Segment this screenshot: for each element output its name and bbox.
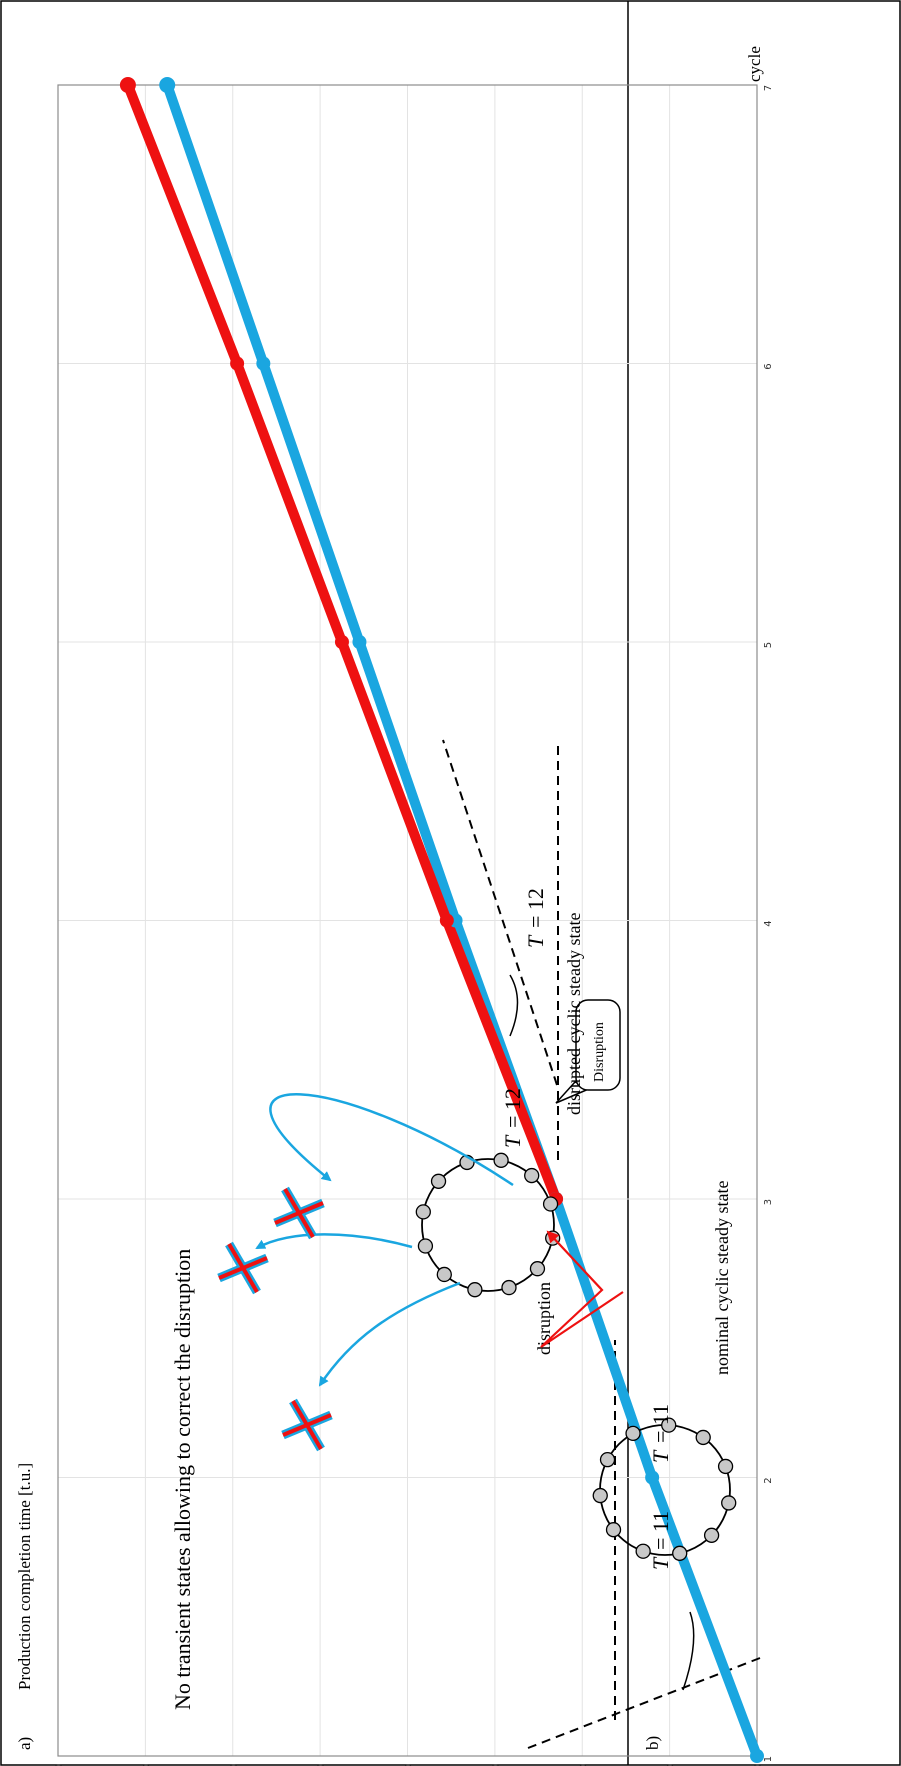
x-axis-title: cycle — [745, 46, 764, 82]
state-node — [417, 1238, 434, 1254]
guide-slope-high — [442, 739, 558, 1086]
x-tick-labels: 1 2 3 4 5 6 7 — [763, 85, 774, 1762]
state-node — [501, 1279, 517, 1296]
disruption-arrow — [540, 1230, 624, 1348]
disruption-callout: Disruption — [555, 999, 621, 1104]
x-tick-label: 2 — [763, 1477, 774, 1483]
x-tick-label: 4 — [763, 920, 774, 926]
label-disrupted: disrupted cyclic steady state — [564, 913, 584, 1115]
y-axis-title: Production completion time [t.u.] — [15, 1463, 34, 1690]
x-tick-label: 1 — [763, 1756, 774, 1762]
state-node — [467, 1282, 483, 1298]
series-point-1 — [119, 77, 136, 93]
y-tick-label: 90 — [54, 1764, 65, 1766]
cross-icon — [281, 1398, 333, 1452]
callout-text: Disruption — [592, 1022, 607, 1082]
chart-grid — [57, 84, 758, 1757]
guide-slope-low — [527, 1657, 761, 1749]
blue-arrow-1 — [318, 1281, 461, 1387]
x-tick-label: 5 — [763, 642, 774, 648]
state-node — [672, 1545, 688, 1561]
y-tick-label: 80 — [141, 1764, 152, 1766]
state-node — [493, 1152, 509, 1168]
y-tick-label: 50 — [404, 1764, 415, 1766]
series-point-1 — [334, 635, 349, 649]
nominal-state-circle — [592, 1417, 737, 1561]
disrupted-T: T — [500, 1134, 525, 1148]
state-node — [605, 1522, 622, 1538]
callout-box — [575, 999, 621, 1091]
state-node — [625, 1425, 641, 1442]
state-node — [436, 1266, 452, 1283]
cross-icon — [217, 1241, 269, 1295]
slope-high-T: T — [523, 934, 548, 948]
state-node — [635, 1543, 651, 1559]
series-point-0 — [645, 1470, 660, 1485]
y-tick-label: 40 — [491, 1764, 502, 1766]
y-tick-label: 10 — [753, 1764, 764, 1766]
state-node — [695, 1429, 711, 1446]
series-point-0 — [352, 635, 367, 649]
nominal-T: T — [648, 1449, 673, 1463]
state-node — [703, 1527, 720, 1543]
panel-b: b) No transient states allowing to corre… — [170, 913, 737, 1750]
panel-a-label: a) — [15, 1737, 34, 1750]
label-disruption: disruption — [534, 1282, 554, 1355]
x-tick-label: 6 — [763, 363, 774, 369]
slope-low-eq: = 11 — [648, 1511, 673, 1550]
series-point-0 — [256, 356, 271, 371]
state-node — [661, 1417, 677, 1433]
state-ring — [421, 1158, 555, 1292]
state-node — [592, 1487, 608, 1504]
y-tick-label: 70 — [229, 1764, 240, 1766]
state-node — [717, 1458, 734, 1475]
blue-arrow-3 — [269, 1093, 514, 1187]
diagram-heading: No transient states allowing to correct … — [170, 1249, 195, 1710]
series-point-0 — [750, 1749, 764, 1763]
y-tick-label: 20 — [666, 1764, 677, 1766]
angle-arc-high — [509, 974, 519, 1037]
panel-b-label: b) — [643, 1736, 662, 1750]
nominal-circle-label: T = 11 — [648, 1404, 673, 1463]
series-point-0 — [159, 77, 176, 93]
slope-high-eq: = 12 — [523, 888, 548, 928]
state-node — [529, 1261, 546, 1277]
state-node — [415, 1204, 431, 1220]
label-nominal: nominal cyclic steady state — [712, 1181, 732, 1375]
slope-low-T: T — [648, 1556, 673, 1570]
state-node — [599, 1452, 616, 1468]
angle-arc-low — [682, 1611, 695, 1691]
cross-icon — [273, 1186, 325, 1240]
series-point-1 — [230, 356, 245, 371]
series-point-1 — [439, 913, 454, 928]
y-tick-label: 60 — [316, 1764, 327, 1766]
state-node — [721, 1495, 737, 1511]
plot-area — [57, 84, 758, 1757]
blue-arrow-2 — [255, 1233, 413, 1250]
panel-a: a) Production completion time [t.u.] 10 2… — [15, 46, 774, 1766]
x-tick-label: 3 — [763, 1199, 774, 1205]
disrupted-eq: = 12 — [500, 1088, 525, 1128]
nominal-eq: = 11 — [648, 1404, 673, 1443]
state-node — [524, 1167, 540, 1184]
disrupted-state-circle — [415, 1152, 561, 1298]
state-node — [542, 1196, 559, 1212]
x-tick-label: 7 — [763, 85, 774, 91]
state-node — [430, 1173, 447, 1189]
disrupted-circle-label: T = 12 — [500, 1088, 525, 1148]
y-tick-label: 30 — [578, 1764, 589, 1766]
slope-label-high: T = 12 — [523, 888, 548, 948]
y-tick-labels: 10 20 30 40 50 60 70 80 90 — [54, 1764, 764, 1766]
slope-label-low: T = 11 — [648, 1511, 673, 1570]
